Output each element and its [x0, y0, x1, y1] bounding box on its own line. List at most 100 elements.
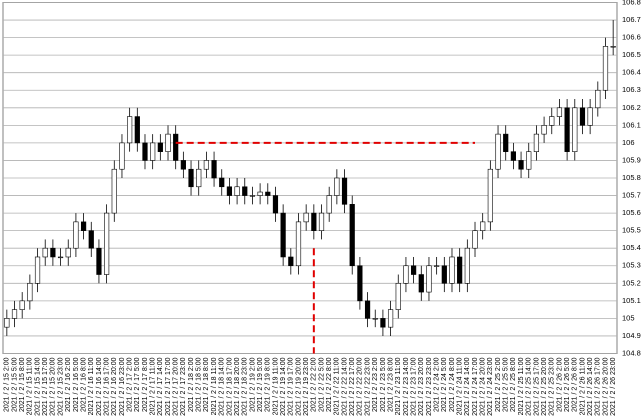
- y-tick-label: 105.5: [622, 226, 641, 235]
- x-tick-label: 2021 / 2 / 23 5:00: [380, 357, 387, 412]
- x-tick-label: 2021 / 2 / 18 8:00: [203, 357, 210, 412]
- candle-body: [533, 133, 540, 152]
- x-tick-label: 2021 / 2 / 25 2:00: [495, 357, 502, 412]
- candle-body: [380, 318, 386, 328]
- x-tick-label: 2021 / 2 / 19 20:00: [295, 357, 302, 415]
- x-tick-label: 2021 / 2 / 15 14:00: [34, 357, 41, 415]
- candle-body: [411, 265, 417, 275]
- y-tick-label: 105.2: [622, 278, 641, 287]
- candle-body: [403, 265, 409, 284]
- x-tick-label: 2021 / 2 / 23 8:00: [387, 357, 394, 412]
- x-tick-label: 2021 / 2 / 15 5:00: [11, 357, 18, 412]
- x-tick-label: 2021 / 2 / 22 8:00: [326, 357, 333, 412]
- x-tick-label: 2021 / 2 / 25 11:00: [518, 357, 525, 415]
- candle-body: [518, 160, 524, 170]
- x-tick-label: 2021 / 2 / 17 17:00: [165, 357, 172, 415]
- candle-body: [487, 168, 493, 223]
- candle-body: [587, 107, 593, 126]
- x-tick-label: 2021 / 2 / 15 20:00: [50, 357, 57, 415]
- x-tick-label: 2021 / 2 / 19 14:00: [280, 357, 287, 415]
- candle-body: [42, 247, 48, 258]
- x-tick-label: 2021 / 2 / 15 23:00: [57, 357, 64, 415]
- x-tick-label: 2021 / 2 / 26 20:00: [602, 357, 609, 415]
- x-tick-label: 2021 / 2 / 18 17:00: [226, 357, 233, 415]
- x-tick-label: 2021 / 2 / 19 23:00: [303, 357, 310, 415]
- x-tick-label: 2021 / 2 / 25 17:00: [533, 357, 540, 415]
- x-tick-label: 2021 / 2 / 25 5:00: [503, 357, 510, 412]
- candle-body: [303, 212, 309, 223]
- candle-body: [318, 212, 325, 231]
- candle-body: [495, 133, 501, 170]
- x-tick-label: 2021 / 2 / 26 11:00: [579, 357, 586, 415]
- candle-body: [602, 46, 609, 91]
- x-tick-label: 2021 / 2 / 15 17:00: [42, 357, 49, 415]
- candle-body: [457, 256, 463, 284]
- x-tick-label: 2021 / 2 / 25 8:00: [510, 357, 517, 412]
- x-tick-label: 2021 / 2 / 18 11:00: [211, 357, 218, 415]
- x-tick-label: 2021 / 2 / 17 2:00: [126, 357, 133, 412]
- candle-body: [364, 300, 371, 319]
- candle-body: [272, 195, 279, 214]
- candle-body: [610, 46, 616, 48]
- y-tick-label: 105.7: [622, 191, 641, 200]
- x-tick-label: 2021 / 2 / 18 2:00: [188, 357, 195, 412]
- candle-body: [119, 142, 125, 170]
- candle-body: [142, 142, 148, 161]
- x-tick-label: 2021 / 2 / 22 23:00: [364, 357, 371, 415]
- x-tick-label: 2021 / 2 / 22 11:00: [334, 357, 341, 415]
- x-tick-label: 2021 / 2 / 15 2:00: [4, 357, 11, 412]
- x-tick-label: 2021 / 2 / 26 14:00: [587, 357, 594, 415]
- x-tick-label: 2021 / 2 / 24 14:00: [464, 357, 471, 415]
- x-tick-label: 2021 / 2 / 19 17:00: [288, 357, 295, 415]
- candle-body: [464, 247, 470, 284]
- x-tick-label: 2021 / 2 / 23 11:00: [395, 357, 402, 415]
- x-tick-label: 2021 / 2 / 25 23:00: [549, 357, 556, 415]
- x-tick-label: 2021 / 2 / 15 11:00: [27, 357, 34, 415]
- candle-body: [180, 160, 186, 170]
- candle-body: [280, 212, 286, 258]
- y-tick-label: 105.3: [622, 261, 641, 270]
- candle-body: [372, 318, 378, 320]
- candle-body: [50, 247, 56, 258]
- y-tick-label: 106: [622, 138, 635, 147]
- candle-body: [595, 89, 601, 109]
- candle-body: [357, 265, 363, 302]
- x-tick-label: 2021 / 2 / 18 14:00: [219, 357, 226, 415]
- y-tick-label: 106.1: [622, 120, 641, 129]
- x-tick-label: 2021 / 2 / 23 23:00: [426, 357, 433, 415]
- candle-body: [510, 151, 516, 161]
- candle-body: [503, 133, 509, 152]
- candle-body: [211, 160, 217, 179]
- x-tick-label: 2021 / 2 / 22 20:00: [357, 357, 364, 415]
- candle-body: [157, 142, 163, 152]
- x-tick-label: 2021 / 2 / 18 5:00: [196, 357, 203, 412]
- candle-body: [349, 204, 355, 267]
- x-tick-label: 2021 / 2 / 18 23:00: [242, 357, 249, 415]
- x-tick-label: 2021 / 2 / 26 8:00: [572, 357, 579, 412]
- candle-body: [203, 160, 209, 170]
- x-tick-label: 2021 / 2 / 16 14:00: [96, 357, 103, 415]
- x-tick-label: 2021 / 2 / 16 8:00: [80, 357, 87, 412]
- y-tick-label: 106.3: [622, 85, 641, 94]
- x-tick-label: 2021 / 2 / 26 5:00: [564, 357, 571, 412]
- candle-body: [434, 265, 440, 267]
- candle-body: [387, 309, 394, 328]
- x-tick-label: 2021 / 2 / 25 14:00: [526, 357, 533, 415]
- y-tick-label: 104.8: [622, 348, 641, 357]
- candle-body: [480, 221, 486, 231]
- x-tick-label: 2021 / 2 / 22 5:00: [318, 357, 325, 412]
- candle-body: [265, 191, 271, 196]
- x-tick-label: 2021 / 2 / 19 11:00: [272, 357, 279, 415]
- candle-body: [73, 221, 79, 249]
- candle-body: [418, 274, 424, 293]
- x-tick-label: 2021 / 2 / 16 5:00: [73, 357, 80, 412]
- x-tick-label: 2021 / 2 / 19 8:00: [265, 357, 272, 412]
- x-tick-label: 2021 / 2 / 23 14:00: [403, 357, 410, 415]
- y-tick-label: 105: [622, 313, 635, 322]
- candle-body: [165, 133, 171, 152]
- candle-body: [134, 116, 140, 144]
- x-tick-label: 2021 / 2 / 16 2:00: [65, 357, 72, 412]
- candle-body: [34, 256, 41, 284]
- candle-body: [96, 247, 102, 275]
